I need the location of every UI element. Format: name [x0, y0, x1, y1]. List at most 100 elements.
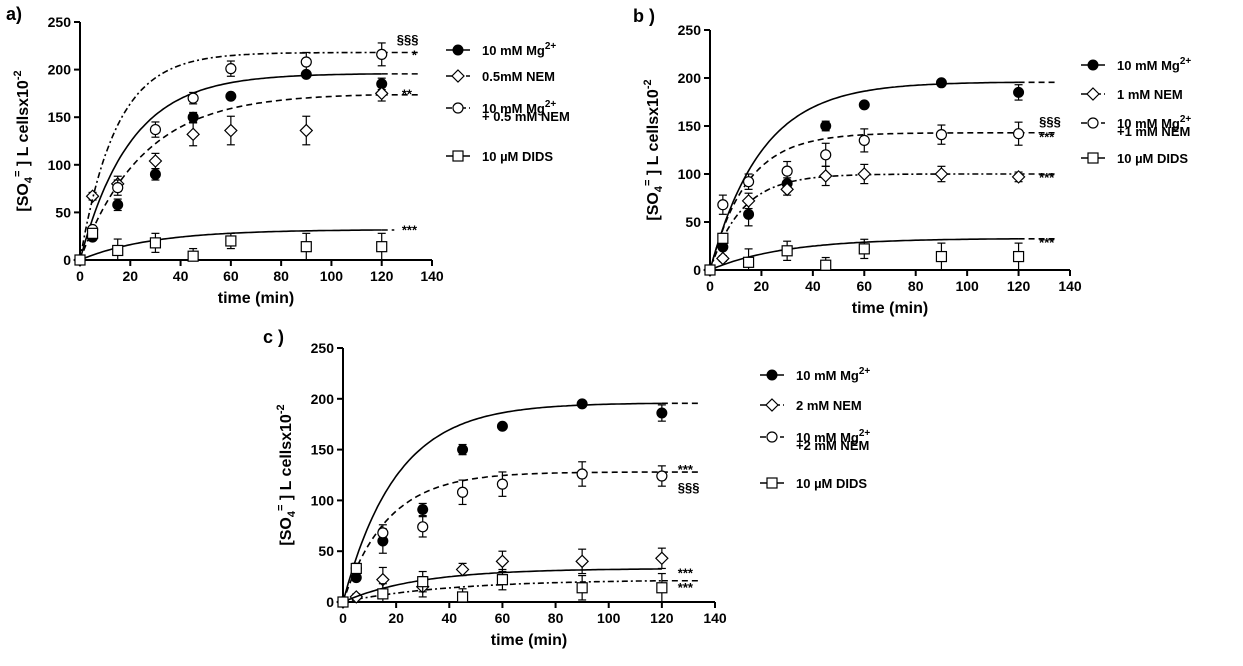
x-tick-label: 40: [441, 610, 457, 626]
series-2: [336, 547, 702, 609]
y-tick-label: 250: [311, 340, 335, 356]
x-tick-label: 80: [908, 278, 924, 294]
marker-open-square: [376, 241, 388, 253]
marker-open-diamond: [299, 123, 314, 138]
significance-annotation: §§§: [1039, 114, 1061, 129]
marker-filled-circle: [496, 420, 508, 432]
marker-open-circle: [452, 102, 464, 114]
marker-filled-circle: [766, 369, 778, 381]
x-tick-label: 80: [273, 268, 289, 284]
marker-open-square: [935, 250, 948, 263]
marker-open-square: [74, 254, 86, 266]
marker-open-square: [456, 591, 469, 603]
marker-open-circle: [496, 478, 509, 490]
marker-open-diamond: [455, 562, 470, 577]
y-tick-label: 150: [311, 442, 335, 458]
marker-open-diamond: [765, 398, 779, 412]
marker-open-diamond: [186, 127, 200, 142]
marker-open-square: [417, 576, 429, 588]
series-4: [337, 562, 668, 608]
x-axis-title: time (min): [852, 300, 928, 317]
marker-open-square: [350, 562, 362, 575]
y-tick-label: 100: [311, 492, 335, 508]
marker-filled-circle: [656, 407, 668, 419]
marker-filled-circle: [743, 208, 755, 220]
marker-open-square: [656, 582, 668, 594]
x-tick-label: 0: [706, 278, 714, 294]
x-tick-label: 140: [1058, 278, 1082, 294]
y-tick-label: 0: [326, 594, 334, 610]
marker-filled-circle: [187, 111, 199, 123]
marker-open-square: [704, 264, 716, 276]
marker-open-diamond: [780, 182, 794, 197]
marker-filled-circle: [858, 99, 870, 111]
marker-open-diamond: [741, 194, 756, 208]
x-tick-label: 20: [122, 268, 138, 284]
x-tick-label: 60: [223, 268, 239, 284]
marker-open-square: [1087, 152, 1099, 164]
marker-open-diamond: [495, 554, 510, 569]
y-tick-label: 250: [48, 14, 72, 30]
marker-open-circle: [766, 431, 778, 443]
x-tick-label: 140: [703, 610, 727, 626]
y-tick-label: 200: [48, 62, 72, 78]
marker-open-circle: [935, 129, 948, 141]
marker-open-circle: [149, 123, 162, 136]
series-1: [337, 398, 702, 608]
x-tick-label: 60: [495, 610, 511, 626]
x-axis-title: time (min): [218, 290, 294, 307]
marker-filled-circle: [225, 90, 237, 102]
panel-label: c ): [263, 327, 284, 347]
x-tick-label: 120: [370, 268, 394, 284]
marker-open-square: [781, 245, 793, 257]
x-tick-label: 120: [650, 610, 674, 626]
marker-open-square: [858, 243, 870, 255]
marker-open-diamond: [224, 123, 238, 138]
y-tick-label: 200: [311, 391, 335, 407]
fit-curve: [79, 51, 382, 261]
y-tick-label: 150: [678, 118, 702, 134]
series-2: [73, 85, 420, 267]
legend-label: 10 mM Mg2+ +2 mM NEM: [796, 428, 870, 453]
significance-annotation: ***: [1039, 170, 1055, 185]
series-4: [74, 227, 395, 266]
series-1: [704, 77, 1058, 276]
x-tick-label: 120: [1007, 278, 1031, 294]
x-tick-label: 40: [173, 268, 189, 284]
marker-open-circle: [456, 486, 469, 498]
x-tick-label: 100: [597, 610, 621, 626]
y-tick-label: 50: [318, 543, 334, 559]
panel-label: a): [6, 4, 22, 24]
marker-open-square: [225, 235, 237, 247]
marker-filled-circle: [1087, 59, 1099, 71]
significance-annotation: ***: [678, 566, 694, 581]
legend-label: 1 mM NEM: [1117, 87, 1183, 102]
marker-open-circle: [376, 48, 388, 60]
marker-open-circle: [300, 56, 312, 68]
marker-open-diamond: [451, 69, 465, 83]
chart-panel-3: c ) 0 50 100 150 200 250 0 20 40 60 80 100 120 140 time…: [263, 327, 870, 649]
chart-panel-1: a) 0 50 100 150 200 250 0 20 40 60 80 100 120 140 time …: [6, 4, 570, 307]
x-tick-label: 0: [76, 268, 84, 284]
fit-curve: [709, 81, 1019, 271]
y-tick-label: 50: [55, 204, 71, 220]
marker-open-circle: [377, 527, 389, 539]
marker-filled-circle: [935, 77, 947, 89]
legend: 10 mM Mg2+ 0.5mM NEM 10 mM Mg2+ + 0.5 mM NE…: [446, 41, 570, 164]
y-axis-title: [SO4= ] L cellsx10-2: [12, 70, 35, 211]
marker-open-circle: [112, 182, 124, 194]
y-tick-label: 250: [678, 22, 702, 38]
marker-open-square: [1012, 250, 1025, 263]
chart-panel-2: b ) 0 50 100 150 200 250 0 20 40 60 80 100 120 140 time…: [633, 6, 1191, 317]
y-tick-label: 100: [678, 166, 702, 182]
series-1: [74, 68, 420, 266]
y-tick-label: 0: [63, 252, 71, 268]
marker-filled-circle: [457, 444, 469, 456]
significance-annotation: ***: [402, 223, 418, 238]
y-axis-title: [SO4= ] L cellsx10-2: [275, 404, 298, 545]
significance-annotation: §§§: [678, 480, 700, 495]
marker-open-circle: [742, 176, 755, 188]
marker-open-diamond: [575, 554, 589, 569]
fit-curve: [79, 73, 382, 261]
significance-annotation: ***: [1039, 235, 1055, 250]
